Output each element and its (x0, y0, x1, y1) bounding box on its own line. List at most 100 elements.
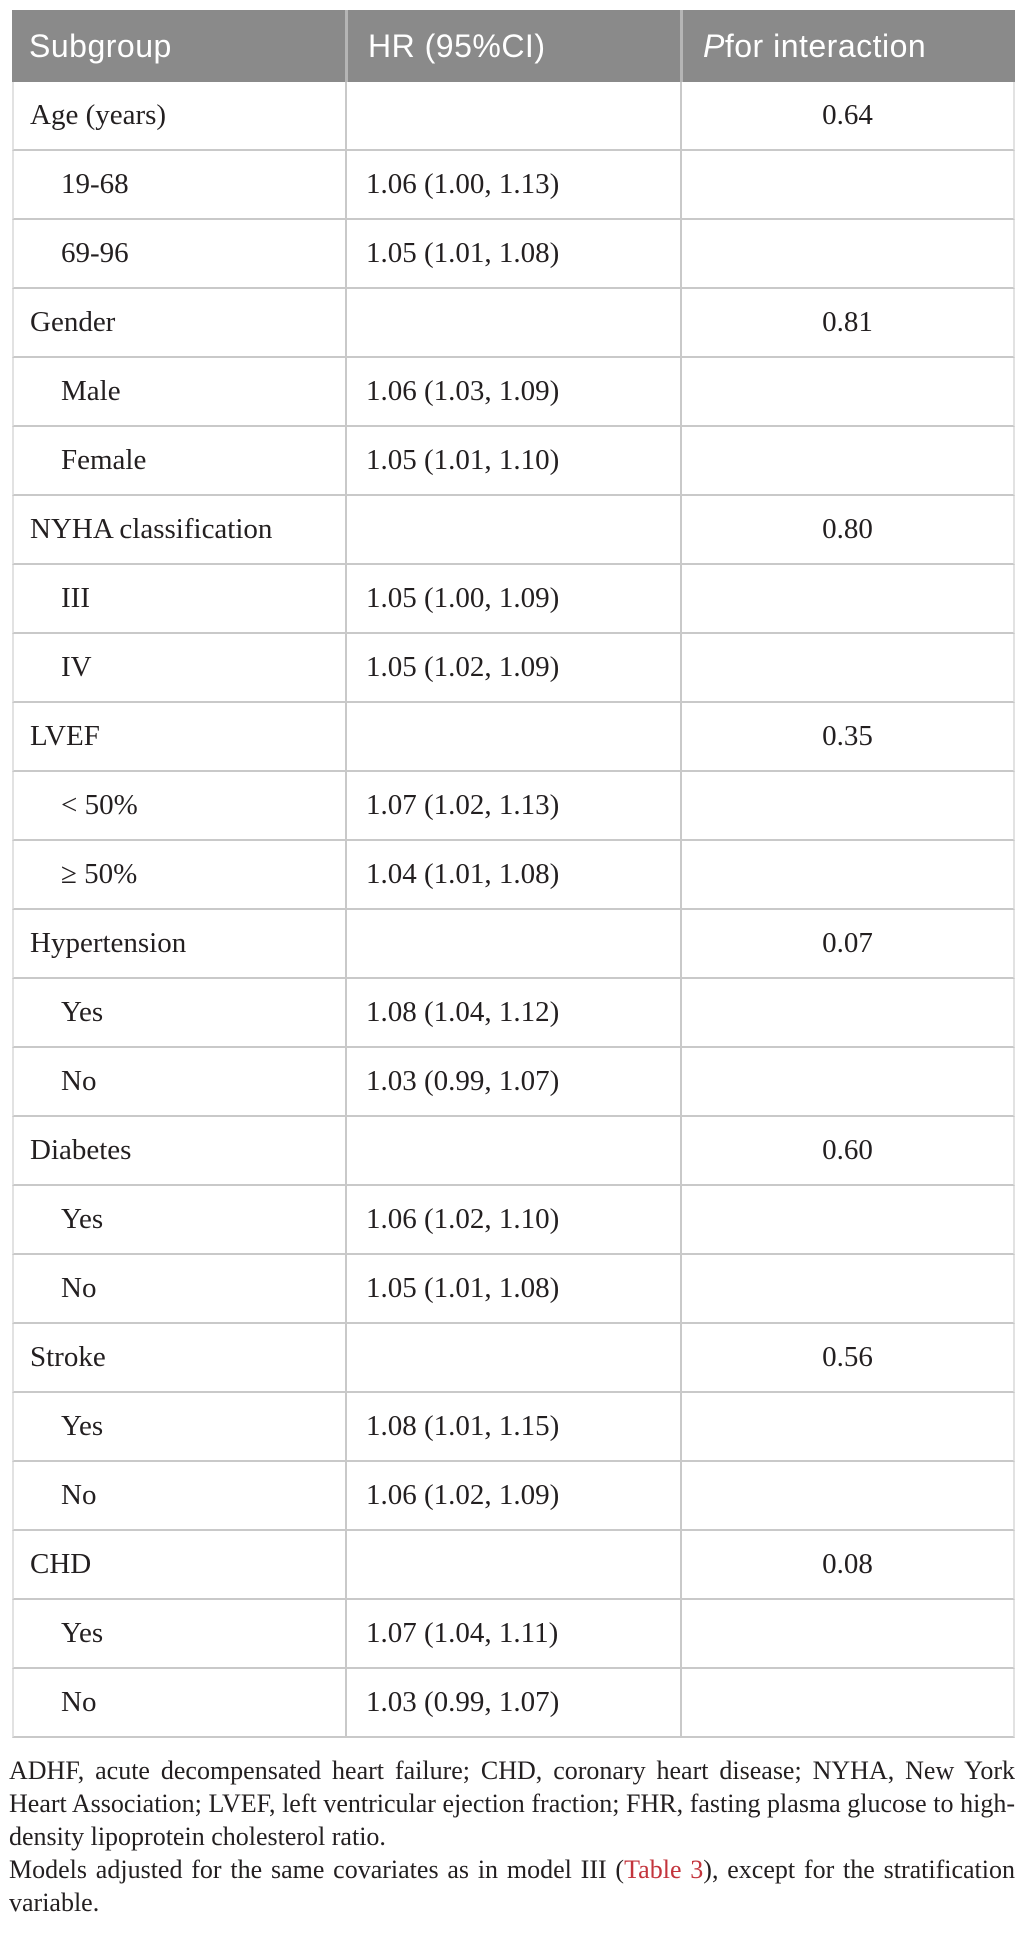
hr-ci-cell (345, 910, 680, 977)
subgroup-level-cell: No (61, 1065, 97, 1097)
column-header-subgroup: Subgroup (29, 27, 172, 64)
table-row: IV 1.05 (1.02, 1.09) (12, 634, 1015, 703)
subgroup-level-cell: No (61, 1479, 97, 1511)
p-interaction-cell: 0.56 (680, 1324, 1013, 1391)
table-row: Yes 1.07 (1.04, 1.11) (12, 1600, 1015, 1669)
p-interaction-cell (680, 1048, 1013, 1115)
table-row: 69-96 1.05 (1.01, 1.08) (12, 220, 1015, 289)
subgroup-level-cell: III (61, 582, 90, 614)
p-interaction-cell (680, 427, 1013, 494)
p-interaction-cell (680, 565, 1013, 632)
p-interaction-cell (680, 841, 1013, 908)
p-interaction-cell: 0.80 (680, 496, 1013, 563)
table-row: Gender 0.81 (12, 289, 1015, 358)
subgroup-variable-cell: LVEF (30, 720, 100, 752)
table-row: NYHA classification 0.80 (12, 496, 1015, 565)
p-interaction-cell: 0.07 (680, 910, 1013, 977)
subgroup-level-cell: 69-96 (61, 237, 129, 269)
table-row: Yes 1.06 (1.02, 1.10) (12, 1186, 1015, 1255)
table-row: LVEF 0.35 (12, 703, 1015, 772)
subgroup-level-cell: Male (61, 375, 121, 407)
hr-ci-cell: 1.05 (1.01, 1.10) (345, 427, 680, 494)
table-row: Hypertension 0.07 (12, 910, 1015, 979)
hr-ci-cell: 1.05 (1.02, 1.09) (345, 634, 680, 701)
table-row: Female 1.05 (1.01, 1.10) (12, 427, 1015, 496)
hr-ci-cell (345, 1117, 680, 1184)
table-row: No 1.03 (0.99, 1.07) (12, 1669, 1015, 1738)
subgroup-level-cell: IV (61, 651, 92, 683)
p-interaction-cell: 0.35 (680, 703, 1013, 770)
hr-ci-cell: 1.06 (1.02, 1.10) (345, 1186, 680, 1253)
footnote-models-after: ), except for the stratification variabl… (9, 1855, 1016, 1917)
p-interaction-cell: 0.81 (680, 289, 1013, 356)
subgroup-level-cell: No (61, 1686, 97, 1718)
subgroup-variable-cell: Diabetes (30, 1134, 132, 1166)
p-interaction-label: for interaction (724, 27, 927, 64)
hr-ci-cell: 1.06 (1.00, 1.13) (345, 151, 680, 218)
p-interaction-cell (680, 1669, 1013, 1736)
table-row: Diabetes 0.60 (12, 1117, 1015, 1186)
footnote-abbreviations: ADHF, acute decompensated heart failure;… (9, 1756, 1015, 1851)
subgroup-level-cell: ≥ 50% (61, 858, 138, 890)
hr-ci-cell (345, 1531, 680, 1598)
hr-ci-cell: 1.04 (1.01, 1.08) (345, 841, 680, 908)
table-3-link[interactable]: Table 3 (624, 1855, 704, 1884)
p-interaction-cell (680, 634, 1013, 701)
table-row: No 1.05 (1.01, 1.08) (12, 1255, 1015, 1324)
table-row: Yes 1.08 (1.01, 1.15) (12, 1393, 1015, 1462)
footnote-models-before: Models adjusted for the same covariates … (9, 1855, 625, 1884)
hr-ci-cell: 1.05 (1.01, 1.08) (345, 220, 680, 287)
subgroup-variable-cell: Hypertension (30, 927, 187, 959)
p-interaction-cell (680, 151, 1013, 218)
hr-ci-cell: 1.06 (1.03, 1.09) (345, 358, 680, 425)
column-header-hr-ci: HR (95%CI) (345, 10, 680, 82)
subgroup-level-cell: < 50% (61, 789, 138, 821)
subgroup-level-cell: Yes (61, 996, 104, 1028)
p-interaction-cell: 0.64 (680, 82, 1013, 149)
hr-ci-cell: 1.03 (0.99, 1.07) (345, 1669, 680, 1736)
subgroup-level-cell: Yes (61, 1617, 104, 1649)
p-interaction-cell (680, 1600, 1013, 1667)
p-interaction-cell (680, 220, 1013, 287)
p-interaction-cell: 0.60 (680, 1117, 1013, 1184)
p-interaction-cell (680, 1462, 1013, 1529)
table-body: Age (years) 0.64 19-68 1.06 (1.00, 1.13) 69-… (12, 82, 1015, 1738)
table-row: No 1.03 (0.99, 1.07) (12, 1048, 1015, 1117)
p-interaction-cell (680, 772, 1013, 839)
p-interaction-cell (680, 358, 1013, 425)
table-row: No 1.06 (1.02, 1.09) (12, 1462, 1015, 1531)
subgroup-level-cell: 19-68 (61, 168, 129, 200)
table-row: Male 1.06 (1.03, 1.09) (12, 358, 1015, 427)
table-row: < 50% 1.07 (1.02, 1.13) (12, 772, 1015, 841)
hr-ci-cell (345, 82, 680, 149)
hr-ci-cell: 1.06 (1.02, 1.09) (345, 1462, 680, 1529)
subgroup-level-cell: Female (61, 444, 147, 476)
subgroup-variable-cell: Gender (30, 306, 116, 338)
table-row: Stroke 0.56 (12, 1324, 1015, 1393)
hr-ci-cell (345, 496, 680, 563)
table-row: ≥ 50% 1.04 (1.01, 1.08) (12, 841, 1015, 910)
table-row: CHD 0.08 (12, 1531, 1015, 1600)
hr-ci-cell: 1.07 (1.02, 1.13) (345, 772, 680, 839)
p-interaction-cell: 0.08 (680, 1531, 1013, 1598)
p-italic-symbol: P (703, 27, 725, 64)
p-interaction-cell (680, 979, 1013, 1046)
hr-ci-cell: 1.08 (1.04, 1.12) (345, 979, 680, 1046)
subgroup-variable-cell: CHD (30, 1548, 92, 1580)
column-header-p-interaction: P for interaction (680, 10, 1015, 82)
subgroup-level-cell: Yes (61, 1410, 104, 1442)
table-header-row: Subgroup HR (95%CI) P for interaction (12, 10, 1015, 82)
p-interaction-cell (680, 1393, 1013, 1460)
p-interaction-cell (680, 1186, 1013, 1253)
p-interaction-cell (680, 1255, 1013, 1322)
hr-ci-cell: 1.05 (1.00, 1.09) (345, 565, 680, 632)
hr-ci-cell (345, 289, 680, 356)
subgroup-analysis-table: Subgroup HR (95%CI) P for interaction Ag… (12, 10, 1015, 1738)
table-row: Yes 1.08 (1.04, 1.12) (12, 979, 1015, 1048)
hr-ci-cell: 1.05 (1.01, 1.08) (345, 1255, 680, 1322)
subgroup-level-cell: No (61, 1272, 97, 1304)
table-row: Age (years) 0.64 (12, 82, 1015, 151)
subgroup-level-cell: Yes (61, 1203, 104, 1235)
hr-ci-cell: 1.03 (0.99, 1.07) (345, 1048, 680, 1115)
